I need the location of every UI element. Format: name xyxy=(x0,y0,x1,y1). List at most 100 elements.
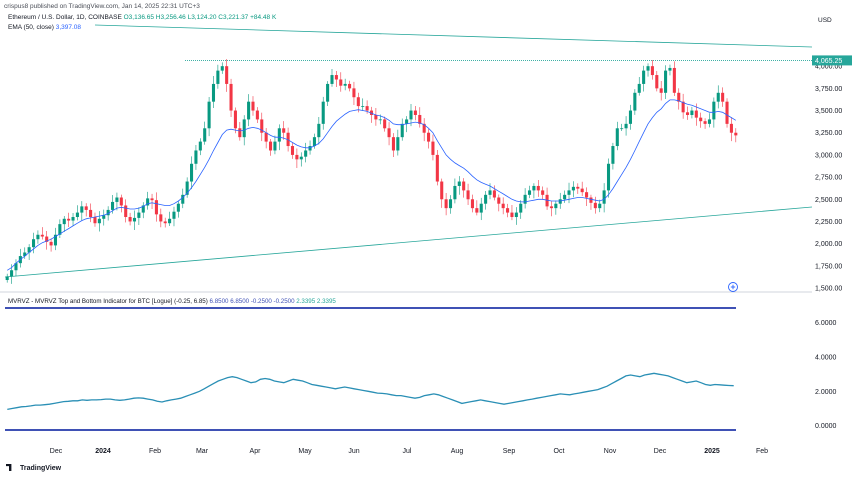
candle-body xyxy=(580,188,584,193)
trendlines[interactable]: 4,065.25 xyxy=(4,24,852,278)
candle-body xyxy=(150,198,154,201)
tradingview-logo[interactable]: TradingView xyxy=(6,464,61,472)
candle-body xyxy=(440,181,444,200)
candle-body xyxy=(242,119,246,138)
candle-body xyxy=(532,185,536,191)
candle-body xyxy=(321,101,325,124)
candle-body xyxy=(45,236,49,242)
candle-body xyxy=(721,92,725,102)
indicator-legend[interactable]: MVRVZ - MVRVZ Top and Bottom Indicator f… xyxy=(8,298,336,305)
candle-body xyxy=(348,83,352,89)
candle-body xyxy=(312,137,316,147)
candle-body xyxy=(334,75,338,80)
candle-body xyxy=(290,146,295,155)
candle-body xyxy=(89,209,93,218)
month-tick-label: Aug xyxy=(451,448,464,455)
month-tick-label: May xyxy=(298,448,312,455)
symbol-legend[interactable]: Ethereum / U.S. Dollar, 1D, COINBASE O3,… xyxy=(8,14,276,21)
candle-body xyxy=(725,101,729,124)
candle-body xyxy=(462,181,466,191)
candle-body xyxy=(84,206,88,210)
candle-body xyxy=(326,83,330,102)
add-indicator-button[interactable] xyxy=(728,282,738,292)
upper-trendline[interactable] xyxy=(94,24,813,48)
current-price-badge[interactable] xyxy=(812,55,852,66)
indicator-tick-label: 6.0000 xyxy=(815,320,837,327)
ema-legend[interactable]: EMA (50, close) 3,397.08 xyxy=(8,24,81,31)
candle-body xyxy=(10,270,14,277)
candle-body xyxy=(536,185,540,191)
lower-trendline[interactable] xyxy=(4,206,813,278)
candle-body xyxy=(343,83,347,86)
candle-body xyxy=(14,263,18,271)
candle-body xyxy=(409,110,413,120)
candle-body xyxy=(690,110,694,115)
candle-body xyxy=(716,92,720,102)
candle-body xyxy=(453,185,457,200)
candle-body xyxy=(67,218,71,221)
candle-body xyxy=(488,190,492,195)
candle-body xyxy=(203,128,207,142)
month-tick-label: 2024 xyxy=(95,448,111,455)
indicator-label: MVRVZ - MVRVZ Top and Bottom Indicator f… xyxy=(8,298,208,305)
candle-body xyxy=(585,192,589,198)
time-axis[interactable]: Dec 2024 Feb Mar Apr May Jun Jul Aug Sep Oct Nov Dec… xyxy=(50,448,768,455)
price-axis[interactable]: 4,000.00 3,750.00 3,500.00 3,250.00 3,000.00… xyxy=(815,64,842,293)
candle-body xyxy=(233,110,237,129)
currency-label[interactable]: USD xyxy=(818,17,832,24)
candle-body xyxy=(510,212,514,218)
candle-body xyxy=(378,119,382,121)
indicator-axis[interactable]: 6.0000 4.0000 2.0000 0.0000 xyxy=(5,307,837,431)
candle-body xyxy=(115,197,119,202)
candle-body xyxy=(352,88,356,98)
candle-body xyxy=(277,128,281,142)
candle-body xyxy=(400,123,404,138)
candle-body xyxy=(154,200,158,215)
price-tick-label: 2,000.00 xyxy=(815,241,842,248)
candle-body xyxy=(602,190,606,204)
price-tick-label: 2,500.00 xyxy=(815,197,842,204)
candle-body xyxy=(703,121,707,124)
candle-body xyxy=(387,128,391,138)
candle-body xyxy=(668,67,672,71)
candle-body xyxy=(168,218,172,224)
candle-body xyxy=(299,156,303,160)
price-badge-label: 4,065.25 xyxy=(815,58,842,65)
month-tick-label: Apr xyxy=(250,448,262,455)
candle-body xyxy=(655,75,659,89)
candle-body xyxy=(247,101,251,120)
month-tick-label: Oct xyxy=(554,448,565,455)
candle-body xyxy=(330,75,334,84)
candle-body xyxy=(339,79,343,86)
candle-body xyxy=(672,67,676,93)
candle-body xyxy=(110,201,115,210)
candle-body xyxy=(734,132,738,136)
candle-body xyxy=(729,123,733,133)
candle-body xyxy=(396,137,400,151)
indicator-tick-label: 2.0000 xyxy=(815,389,837,396)
candle-body xyxy=(427,132,431,142)
candle-body xyxy=(677,92,681,102)
candle-body xyxy=(501,203,505,209)
price-tick-label: 4,000.00 xyxy=(815,64,842,71)
candle-body xyxy=(413,110,417,115)
candle-body xyxy=(40,234,44,237)
candle-body xyxy=(497,197,501,204)
candle-body xyxy=(132,217,137,222)
candle-body xyxy=(650,66,654,76)
candle-body xyxy=(383,119,387,129)
price-tick-label: 2,750.00 xyxy=(815,175,842,182)
month-tick-label: Sep xyxy=(503,448,516,455)
candle-body xyxy=(71,217,75,221)
candle-body xyxy=(207,101,211,129)
candle-body xyxy=(58,224,62,235)
ohlc-values: O3,136.65 H3,256.46 L3,124.20 C3,221.37 … xyxy=(123,14,277,21)
candle-body xyxy=(172,211,176,219)
candle-body xyxy=(642,70,646,84)
candle-body xyxy=(181,194,185,204)
candle-body xyxy=(304,150,308,157)
price-tick-label: 3,750.00 xyxy=(815,86,842,93)
candle-body xyxy=(664,70,668,93)
price-tick-label: 1,500.00 xyxy=(815,286,842,293)
